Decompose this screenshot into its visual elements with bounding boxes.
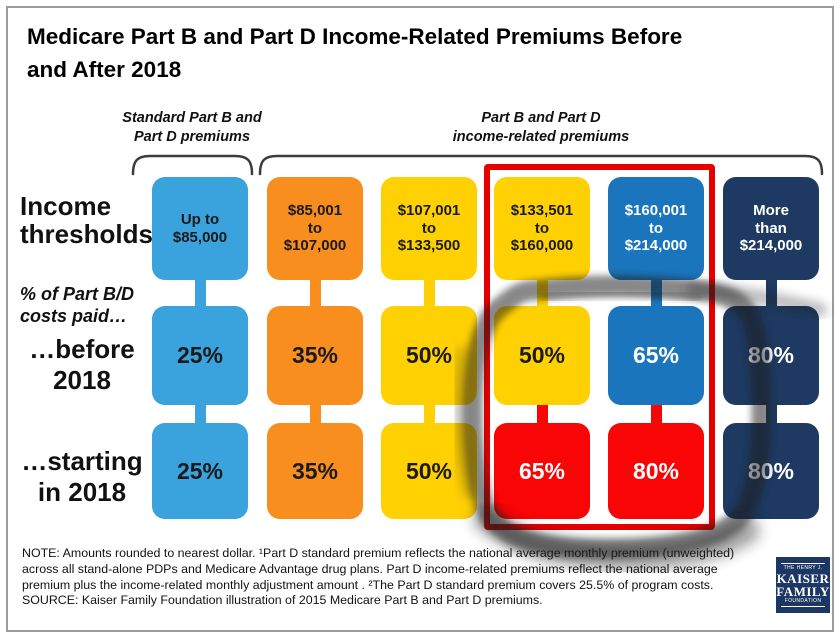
row-label-costs-line-2: costs paid… [20, 306, 128, 326]
starting-value-3: 50% [405, 457, 453, 484]
threshold-box-4: $133,501 to $160,000 [494, 177, 590, 280]
threshold-5-line-2: to [648, 219, 664, 237]
threshold-box-5: $160,001 to $214,000 [608, 177, 704, 280]
threshold-3-line-3: $133,500 [397, 237, 461, 255]
threshold-5-line-3: $214,000 [624, 237, 688, 255]
connector-col3-top [424, 278, 435, 308]
connector-col3-bottom [424, 403, 435, 425]
threshold-2-line-2: to [307, 219, 323, 237]
threshold-box-2: $85,001 to $107,000 [267, 177, 363, 280]
row-label-income-line-2: thresholds [20, 219, 153, 249]
footnote-line-1: NOTE: Amounts rounded to nearest dollar.… [22, 546, 735, 560]
footnote-line-2: across all stand-alone PDPs and Medicare… [22, 561, 718, 576]
kff-logo: THE HENRY J. KAISER FAMILY FOUNDATION [776, 557, 830, 613]
starting-value-1: 25% [176, 457, 224, 484]
threshold-3-line-1: $107,001 [397, 202, 461, 220]
red-highlight-rectangle [484, 164, 715, 530]
row-label-costs-line-1: % of Part B/D [20, 284, 135, 304]
row-label-before-line-1: …before [29, 334, 135, 364]
before-box-2: 35% [267, 306, 363, 405]
row-label-before-line-2: 2018 [53, 365, 111, 395]
logo-top-rule [781, 563, 825, 564]
threshold-3-line-2: to [421, 219, 437, 237]
before-box-6: 80% [723, 306, 819, 405]
row-label-before-2018: …before 2018 [12, 334, 152, 396]
group-header-standard: Standard Part B and Part D premiums [92, 109, 292, 147]
connector-col2-bottom [310, 403, 321, 425]
logo-family: FAMILY [776, 584, 830, 599]
threshold-4-line-1: $133,501 [510, 202, 574, 220]
page-title-line-1: Medicare Part B and Part D Income-Relate… [27, 24, 683, 49]
connector-col1-bottom [195, 403, 206, 425]
bracket-income-related [258, 154, 824, 176]
threshold-6-line-2: than [755, 219, 787, 237]
starting-value-2: 35% [291, 457, 339, 484]
starting-box-3: 50% [381, 423, 477, 519]
logo-henry-j: THE HENRY J. [783, 565, 823, 571]
group-header-income-related-line-2: income-related premiums [452, 129, 630, 145]
row-label-starting-line-2: in 2018 [37, 477, 127, 507]
starting-value-6: 80% [747, 457, 795, 484]
threshold-2-line-3: $107,000 [283, 237, 347, 255]
row-label-income-line-1: Income [20, 191, 112, 221]
page-title: Medicare Part B and Part D Income-Relate… [27, 20, 817, 86]
row-label-income-thresholds: Income thresholds [20, 192, 153, 248]
connector-col6-bottom [766, 403, 777, 425]
threshold-box-6: More than $214,000 [723, 177, 819, 280]
before-box-3: 50% [381, 306, 477, 405]
threshold-box-1: Up to $85,000 [152, 177, 248, 280]
threshold-6-line-1: More [753, 202, 789, 220]
threshold-box-3: $107,001 to $133,500 [381, 177, 477, 280]
group-header-income-related-line-1: Part B and Part D [481, 110, 601, 126]
footnote-block: NOTE: Amounts rounded to nearest dollar.… [22, 546, 772, 609]
connector-col6-top [766, 278, 777, 308]
group-header-income-related: Part B and Part D income-related premium… [391, 109, 691, 147]
threshold-5-line-1: $160,001 [624, 202, 688, 220]
source-line: SOURCE: Kaiser Family Foundation illustr… [22, 593, 543, 608]
logo-bottom-rule [781, 606, 825, 607]
threshold-2-line-1: $85,001 [287, 202, 343, 220]
logo-foundation: FOUNDATION [784, 598, 822, 604]
before-value-6: 80% [747, 342, 795, 368]
row-label-costs-paid: % of Part B/D costs paid… [20, 283, 134, 327]
bracket-standard [131, 154, 254, 176]
threshold-1-line-2: $85,000 [172, 228, 228, 246]
starting-box-2: 35% [267, 423, 363, 519]
connector-col2-top [310, 278, 321, 308]
logo-kaiser: KAISER [776, 571, 830, 586]
page-title-line-2: and After 2018 [27, 57, 182, 82]
threshold-6-line-3: $214,000 [739, 237, 803, 255]
footnote-line-3: premium plus the income-related monthly … [22, 577, 714, 592]
threshold-4-line-3: $160,000 [510, 237, 574, 255]
group-header-standard-line-2: Part D premiums [133, 129, 251, 145]
row-label-starting-line-1: …starting [21, 446, 143, 476]
before-value-1: 25% [176, 342, 224, 368]
starting-box-6: 80% [723, 423, 819, 519]
before-box-1: 25% [152, 306, 248, 405]
before-value-3: 50% [405, 342, 453, 368]
connector-col1-top [195, 278, 206, 308]
threshold-1-line-1: Up to [180, 211, 220, 228]
group-header-standard-line-1: Standard Part B and [122, 110, 262, 126]
outer-border [6, 6, 834, 632]
threshold-4-line-2: to [534, 219, 550, 237]
before-value-2: 35% [291, 342, 339, 368]
starting-box-1: 25% [152, 423, 248, 519]
row-label-starting-2018: …starting in 2018 [12, 446, 152, 508]
